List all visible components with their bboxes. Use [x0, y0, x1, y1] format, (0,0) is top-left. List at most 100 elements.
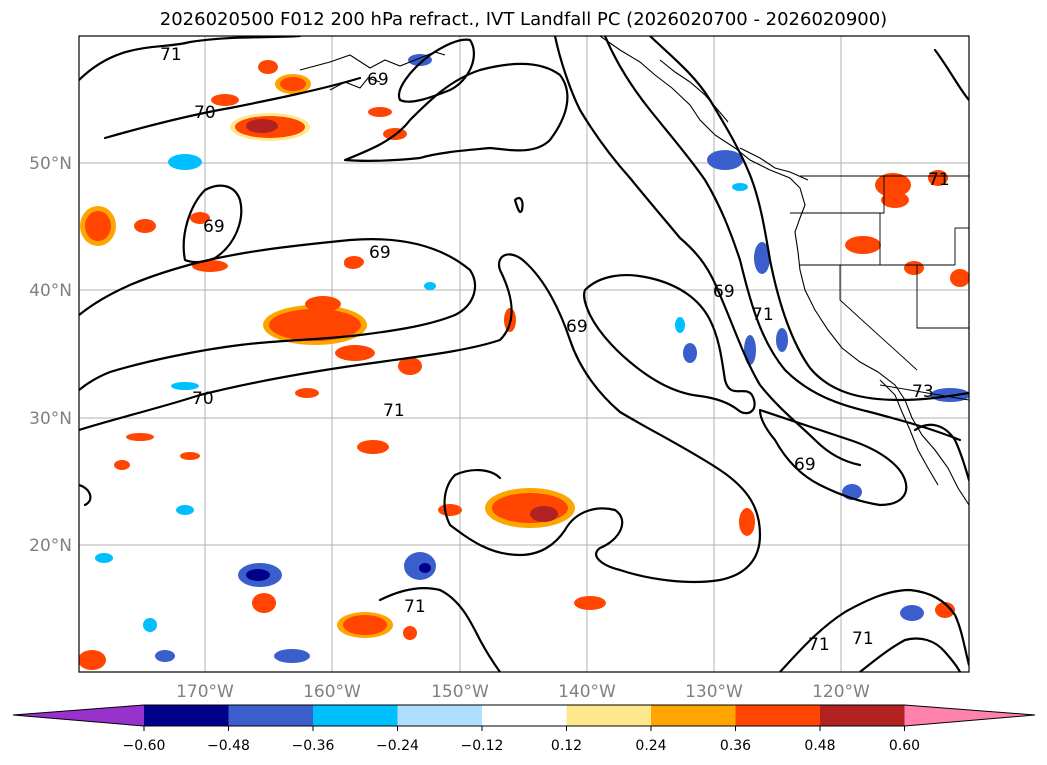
shade-blob [275, 74, 311, 94]
shade-blob [263, 305, 367, 345]
shade-blob [881, 192, 909, 208]
shade-blob [335, 345, 375, 361]
shade-blob [238, 563, 282, 587]
shade-blob [845, 236, 881, 254]
colorbar-tick-label: −0.36 [292, 738, 335, 754]
colorbar-segment [482, 705, 567, 726]
shade-blob [485, 488, 575, 528]
shade-blob [344, 259, 362, 269]
contour-label: 69 [367, 70, 389, 90]
shade-blob [258, 60, 278, 74]
shade-blob [928, 170, 948, 186]
shade-blob [190, 212, 210, 224]
contour-line [858, 637, 962, 672]
contour-labels: 71 70 69 69 69 70 71 69 69 71 73 69 71 7… [160, 45, 950, 655]
lon-label: 150°W [431, 682, 489, 702]
lon-label: 120°W [812, 682, 870, 702]
contour-line [378, 586, 502, 672]
shade-blob [776, 328, 788, 352]
shade-blob [176, 505, 194, 515]
shade-blob [368, 107, 392, 117]
contour-label: 71 [160, 45, 182, 65]
colorbar-tick-label: −0.60 [123, 738, 166, 754]
shade-blob [424, 282, 436, 290]
contour-line [913, 423, 969, 482]
contour-line [79, 36, 302, 82]
contour-line [79, 483, 92, 507]
contour-line [79, 237, 477, 392]
lat-label: 40°N [29, 281, 72, 301]
contour-label: 69 [794, 455, 816, 475]
shade-blob [134, 219, 156, 233]
contour-label: 69 [713, 282, 735, 302]
shade-blob [357, 440, 389, 454]
shade-blob [80, 206, 116, 246]
colorbar-segment [313, 705, 398, 726]
shade-blob [950, 269, 969, 287]
colorbar-tick-label: −0.12 [461, 738, 504, 754]
shade-blob [295, 388, 319, 398]
colorbar-tick-label: −0.48 [207, 738, 250, 754]
lon-label: 170°W [176, 682, 234, 702]
shade-blob [171, 382, 199, 390]
shade-blob [739, 508, 755, 536]
shade-blob [79, 650, 106, 670]
contour-label: 71 [383, 401, 405, 421]
contour-line [582, 274, 756, 415]
contour-label: 73 [912, 382, 934, 402]
shade-blob [305, 296, 341, 312]
contour-label: 69 [203, 217, 225, 237]
contour-line [603, 36, 962, 442]
colorbar-segment [820, 705, 905, 726]
contour-label: 69 [369, 243, 391, 263]
contour-line [397, 38, 475, 103]
colorbar-tick-label: 0.60 [889, 738, 920, 754]
shade-blob [574, 596, 606, 610]
shade-blob [900, 605, 924, 621]
contour-line [79, 253, 762, 584]
lon-label: 140°W [558, 682, 616, 702]
political-borders [790, 175, 969, 401]
contour-label: 70 [192, 389, 214, 409]
lat-label: 50°N [29, 154, 72, 174]
colorbar-tick-label: 0.24 [635, 738, 666, 754]
map-title: 2026020500 F012 200 hPa refract., IVT La… [159, 9, 888, 30]
shade-blob [754, 242, 770, 274]
colorbar-tick-label: −0.24 [376, 738, 419, 754]
shade-blob [192, 260, 228, 272]
contour-line [648, 36, 969, 402]
shade-blob [168, 154, 202, 170]
shade-blob [904, 261, 924, 275]
shade-blob [211, 94, 239, 106]
shade-blob [744, 335, 756, 365]
lat-label: 20°N [29, 536, 72, 556]
shade-blob [155, 650, 175, 662]
contour-label: 71 [928, 170, 950, 190]
map-frame [78, 35, 970, 673]
shade-blob [126, 433, 154, 441]
colorbar-segment [144, 705, 229, 726]
colorbar-extend-max [904, 705, 1035, 726]
contour-line [758, 408, 908, 507]
gridlines [79, 36, 969, 672]
colorbar-segment [566, 705, 651, 726]
contour-line [778, 588, 969, 672]
lat-label: 30°N [29, 409, 72, 429]
contour-label: 69 [566, 317, 588, 337]
shade-blob [337, 612, 393, 638]
contour-line [933, 48, 969, 102]
shade-blob [274, 649, 310, 663]
contour-label: 71 [752, 305, 774, 325]
colorbar-segment [651, 705, 736, 726]
refractivity-contours [79, 36, 969, 672]
shade-blob [675, 317, 685, 333]
map-plot-area: 71 70 69 69 69 70 71 69 69 71 73 69 71 7… [79, 36, 969, 672]
lon-label: 160°W [303, 682, 361, 702]
contour-line [103, 76, 362, 140]
shade-blob [403, 626, 417, 640]
lon-label: 130°W [685, 682, 743, 702]
contour-label: 71 [404, 597, 426, 617]
colorbar-segment [735, 705, 820, 726]
shade-blob [935, 602, 955, 618]
